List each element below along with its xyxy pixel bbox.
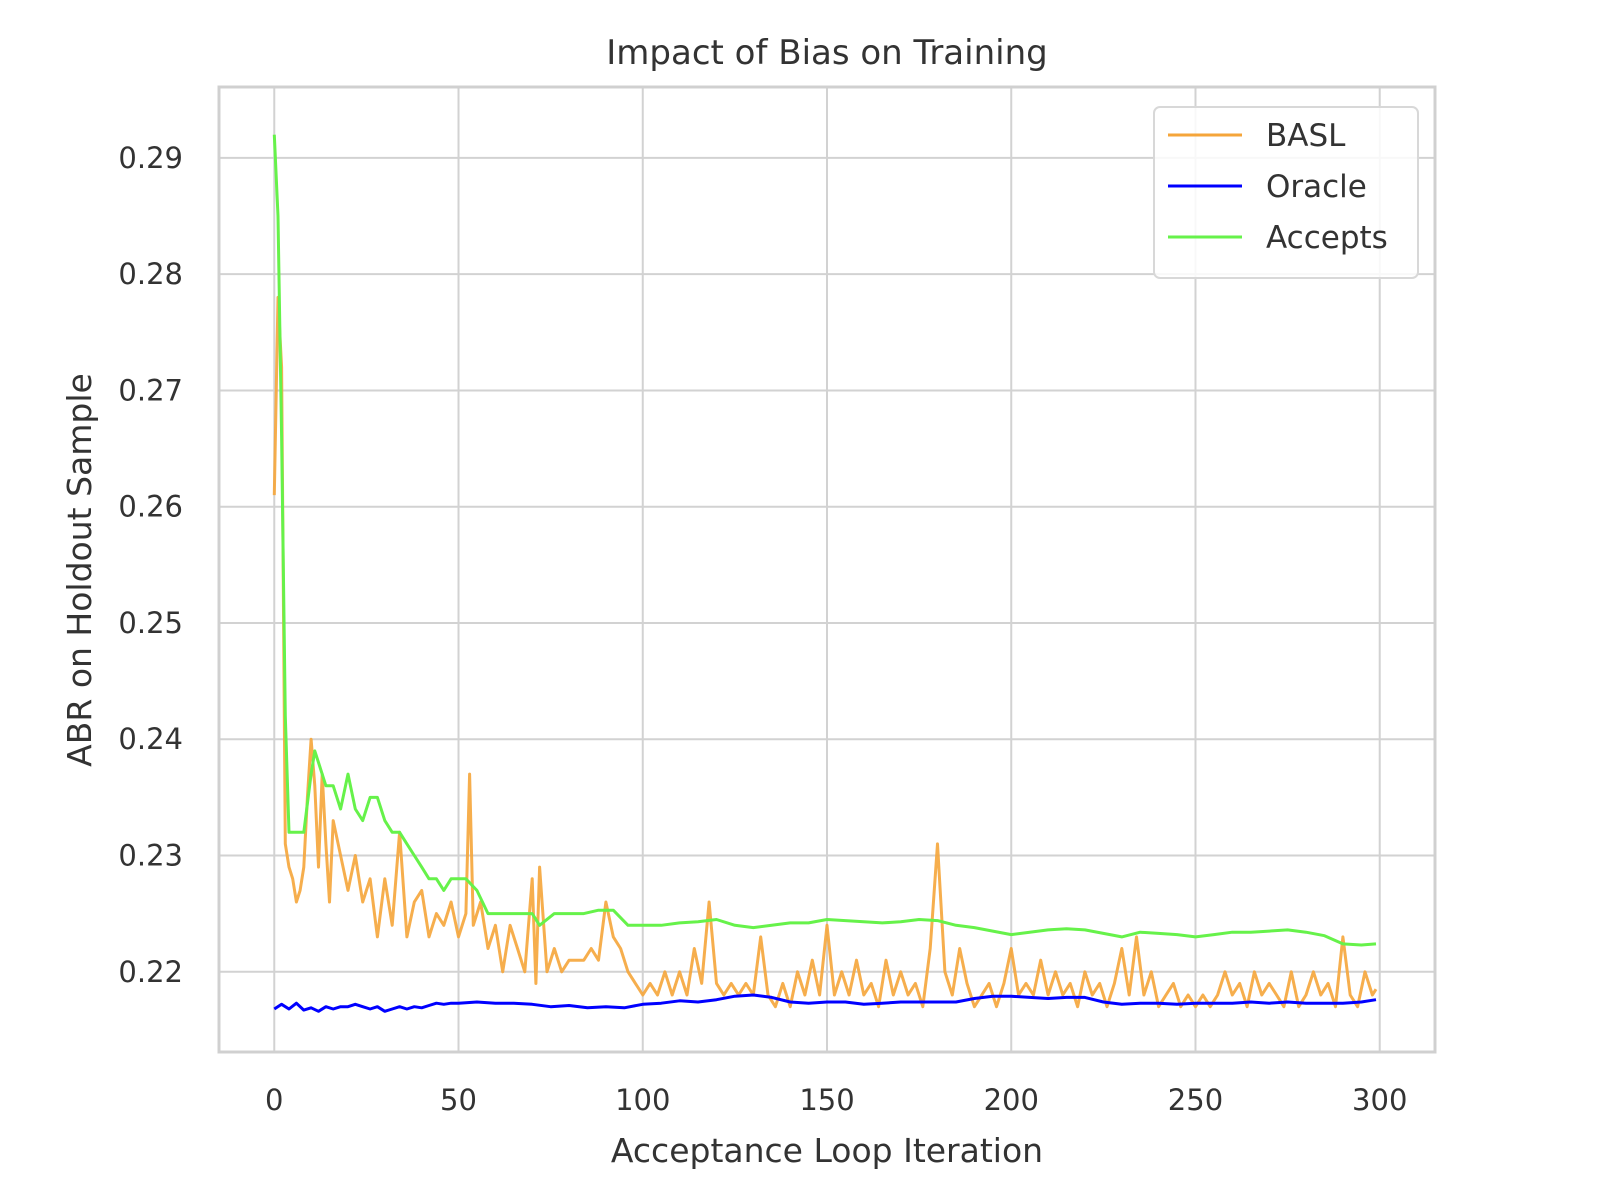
x-axis-label: Acceptance Loop Iteration <box>611 1131 1043 1170</box>
legend-box <box>1153 106 1419 279</box>
y-tick-label: 0.22 <box>118 955 183 989</box>
x-tick-label: 250 <box>1168 1083 1223 1117</box>
legend-label-accepts: Accepts <box>1266 220 1388 256</box>
x-tick-label: 100 <box>615 1083 670 1117</box>
y-tick-label: 0.27 <box>118 373 183 407</box>
y-tick-label: 0.28 <box>118 257 183 291</box>
legend: BASL Oracle Accepts <box>1153 106 1419 279</box>
legend-label-basl: BASL <box>1266 118 1346 154</box>
series-line-basl <box>272 295 1378 1009</box>
legend-items: BASL Oracle Accepts <box>1168 118 1388 256</box>
x-tick-label: 300 <box>1352 1083 1407 1117</box>
y-tick-label: 0.26 <box>118 490 183 524</box>
y-tick-label: 0.24 <box>118 722 183 756</box>
legend-label-oracle: Oracle <box>1266 169 1367 205</box>
y-tick-label: 0.25 <box>118 606 183 640</box>
series-line-accepts <box>272 134 1377 947</box>
x-tick-label: 150 <box>799 1083 854 1117</box>
plot-frame <box>217 85 1437 1054</box>
x-tick-label: 200 <box>984 1083 1039 1117</box>
chart-title: Impact of Bias on Training <box>606 33 1047 73</box>
y-tick-label: 0.23 <box>118 839 183 873</box>
series-layer <box>272 134 1378 1013</box>
y-axis-label: ABR on Holdout Sample <box>60 373 99 767</box>
x-tick-label: 0 <box>265 1083 283 1117</box>
x-tick-label: 50 <box>440 1083 477 1117</box>
tick-labels: 0 50 100 150 200 250 300 0.22 0.23 0.24 0.25 0.26 0.… <box>118 141 1407 1117</box>
series-line-oracle <box>273 993 1377 1013</box>
y-tick-label: 0.29 <box>118 141 183 175</box>
